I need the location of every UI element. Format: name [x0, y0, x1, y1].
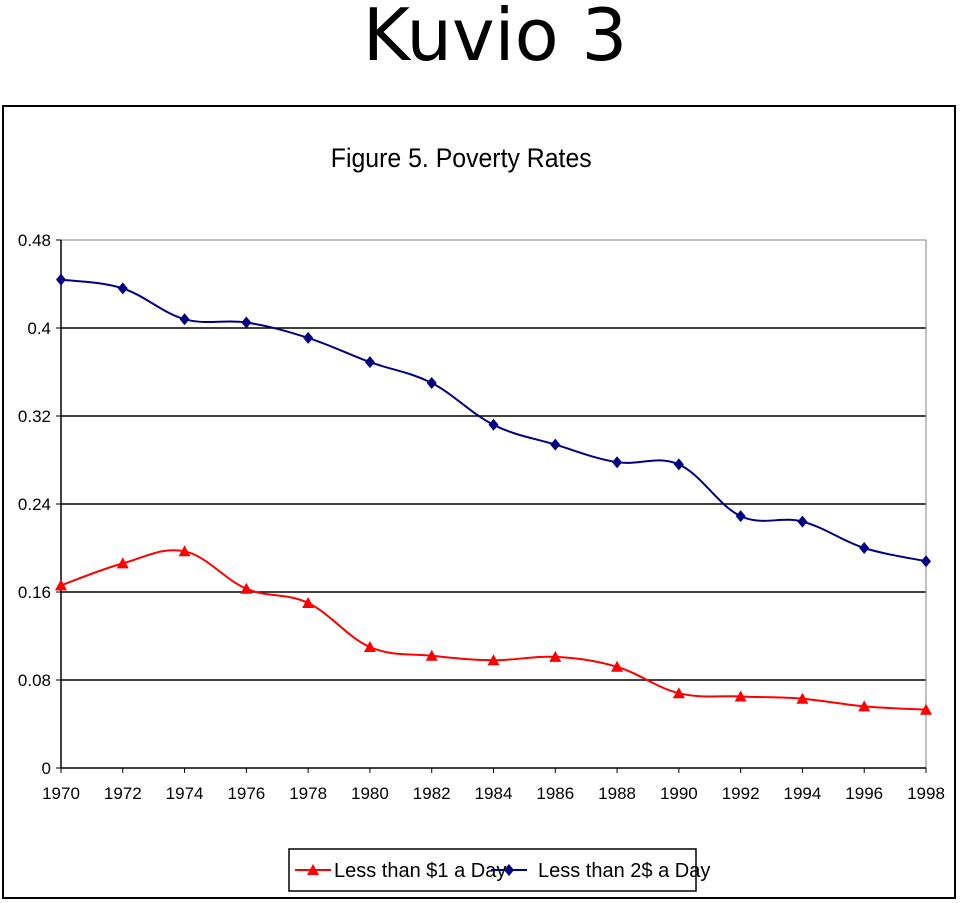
- data-point-diamond: [859, 542, 870, 554]
- series-less-than-2-dollar: [56, 273, 931, 568]
- gridlines: [61, 327, 926, 681]
- legend: Less than $1 a Day Less than 2$ a Day: [288, 848, 710, 892]
- data-point-triangle: [363, 641, 376, 652]
- x-tick-label: 1972: [104, 784, 142, 803]
- data-point-triangle: [858, 700, 871, 712]
- series-layer: [55, 273, 932, 715]
- data-point-diamond: [612, 456, 623, 469]
- chart-frame: Figure 5. Poverty Rates 0 0.08 0.16 0.24 0.3…: [2, 105, 956, 899]
- data-point-diamond: [241, 316, 252, 329]
- x-tick-label: 1986: [536, 784, 574, 803]
- y-tick-label: 0.32: [18, 407, 51, 426]
- data-point-triangle: [116, 557, 129, 569]
- data-point-diamond: [488, 418, 499, 431]
- data-point-triangle: [549, 650, 562, 662]
- data-point-triangle: [920, 703, 932, 715]
- x-tick-label: 1974: [166, 784, 204, 803]
- x-tick-label: 1996: [845, 784, 883, 803]
- data-point-diamond: [179, 313, 190, 326]
- data-point-diamond: [797, 515, 808, 528]
- data-point-triangle: [55, 579, 67, 591]
- legend-label: Less than $1 a Day: [334, 860, 506, 882]
- series-line: [60, 549, 927, 711]
- series-line: [60, 278, 927, 563]
- y-tick-label: 0: [42, 759, 51, 778]
- poverty-rates-chart: Figure 5. Poverty Rates 0 0.08 0.16 0.24 0.3…: [18, 144, 945, 892]
- x-tick-label: 1976: [227, 784, 265, 803]
- x-tick-label: 1978: [289, 784, 327, 803]
- x-tick-label: 1984: [475, 784, 513, 803]
- series-less-than-1-dollar: [55, 545, 932, 715]
- slide-title: Kuvio 3: [362, 0, 628, 77]
- y-axis-ticks: 0 0.08 0.16 0.24 0.32 0.4 0.48: [18, 231, 62, 778]
- data-point-triangle: [425, 649, 438, 661]
- data-point-diamond: [550, 438, 561, 451]
- data-point-triangle: [302, 597, 315, 608]
- data-point-triangle: [672, 687, 685, 699]
- x-tick-label: 1994: [784, 784, 822, 803]
- data-point-diamond: [426, 377, 437, 389]
- x-tick-label: 1990: [660, 784, 698, 803]
- chart-title: Figure 5. Poverty Rates: [331, 144, 592, 173]
- data-point-diamond: [673, 458, 684, 471]
- data-point-triangle: [734, 690, 747, 702]
- y-tick-label: 0.08: [18, 671, 51, 690]
- data-point-triangle: [178, 545, 191, 557]
- x-tick-label: 1980: [351, 784, 389, 803]
- y-tick-label: 0.24: [18, 495, 51, 514]
- x-axis-ticks: 1970 1972 1974 1976 1978 1980 1982 1984 1986 1988…: [42, 767, 945, 803]
- x-tick-label: 1992: [722, 784, 760, 803]
- data-point-diamond: [117, 282, 128, 295]
- data-point-diamond: [56, 273, 66, 286]
- data-point-diamond: [504, 864, 514, 876]
- y-tick-label: 0.4: [27, 319, 51, 338]
- data-point-diamond: [303, 331, 314, 344]
- data-point-diamond: [735, 510, 746, 523]
- legend-label: Less than 2$ a Day: [538, 860, 710, 882]
- x-tick-label: 1982: [413, 784, 451, 803]
- y-tick-label: 0.48: [18, 231, 51, 250]
- x-tick-label: 1998: [907, 784, 945, 803]
- data-point-triangle: [240, 582, 253, 594]
- data-point-triangle: [307, 864, 319, 875]
- x-tick-label: 1970: [42, 784, 80, 803]
- y-tick-label: 0.16: [18, 583, 51, 602]
- data-point-triangle: [796, 692, 809, 704]
- data-point-diamond: [364, 356, 375, 369]
- data-point-diamond: [921, 555, 931, 568]
- data-point-triangle: [611, 660, 624, 672]
- data-point-triangle: [487, 654, 500, 666]
- x-tick-label: 1988: [598, 784, 636, 803]
